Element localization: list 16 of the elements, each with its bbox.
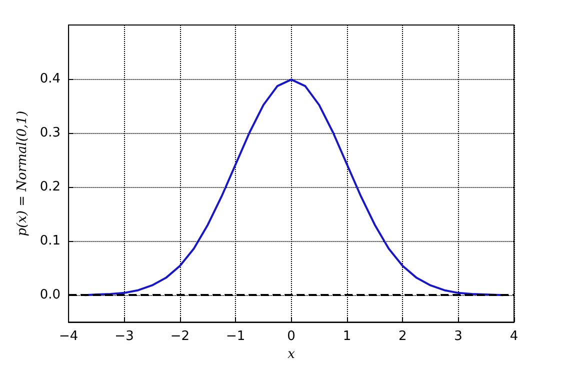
x-tick-label: 2: [398, 329, 407, 344]
y-tick-label: 0.1: [40, 234, 61, 249]
x-tick-label: −3: [114, 329, 134, 344]
x-tick-label: −2: [170, 329, 190, 344]
x-tick-label: −1: [226, 329, 246, 344]
y-tick-label: 0.2: [40, 180, 61, 195]
x-tick-label: 4: [510, 329, 518, 344]
x-tick-label: 3: [454, 329, 462, 344]
x-axis-title: x: [288, 347, 296, 362]
x-tick-label: 0: [287, 329, 296, 344]
x-tick-label: 1: [342, 329, 352, 344]
y-tick-label: 0.0: [40, 288, 61, 303]
y-tick-label: 0.3: [40, 126, 61, 141]
x-tick-label: −4: [58, 329, 78, 344]
y-tick-label: 0.4: [40, 72, 61, 87]
y-axis-title: p(x) = Normal(0,1): [15, 110, 30, 236]
